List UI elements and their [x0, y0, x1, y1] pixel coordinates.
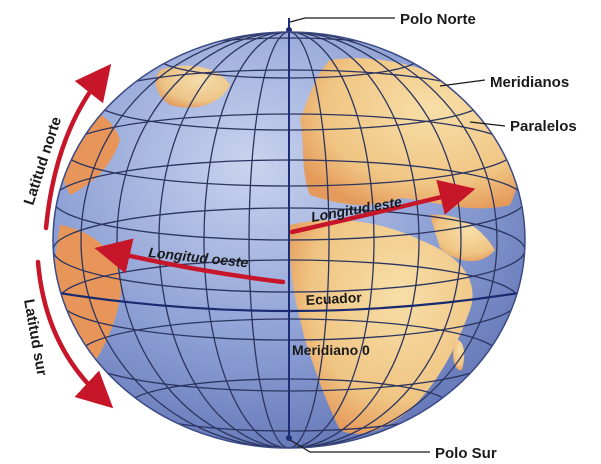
equator-label: Ecuador [305, 289, 362, 308]
leader-meridians [439, 79, 486, 87]
arrows [35, 63, 476, 409]
south-pole-point [286, 435, 292, 441]
north-pole-label: Polo Norte [400, 11, 476, 28]
meridian-line [158, 32, 420, 448]
meridians-label: Meridianos [490, 74, 569, 91]
meridian-line [80, 32, 498, 448]
meridian-line [248, 32, 330, 448]
leader-south-pole [289, 439, 430, 453]
meridian-line [203, 32, 375, 448]
east-longitude-arrow [289, 179, 476, 235]
leader-north-pole [289, 17, 395, 23]
parallels-label: Paralelos [510, 118, 577, 135]
globe-outline [52, 31, 526, 449]
west-longitude-arrow [94, 238, 286, 285]
south-latitude-arrow [35, 259, 114, 409]
madagascar-shape [452, 339, 465, 371]
south-pole-label: Polo Sur [435, 445, 497, 462]
leader-parallels [469, 121, 506, 127]
prime-meridian-label: Meridiano 0 [292, 342, 370, 358]
arabia-shape [430, 214, 495, 262]
leader-lines [289, 17, 506, 453]
north-latitude-arrow [43, 63, 112, 231]
